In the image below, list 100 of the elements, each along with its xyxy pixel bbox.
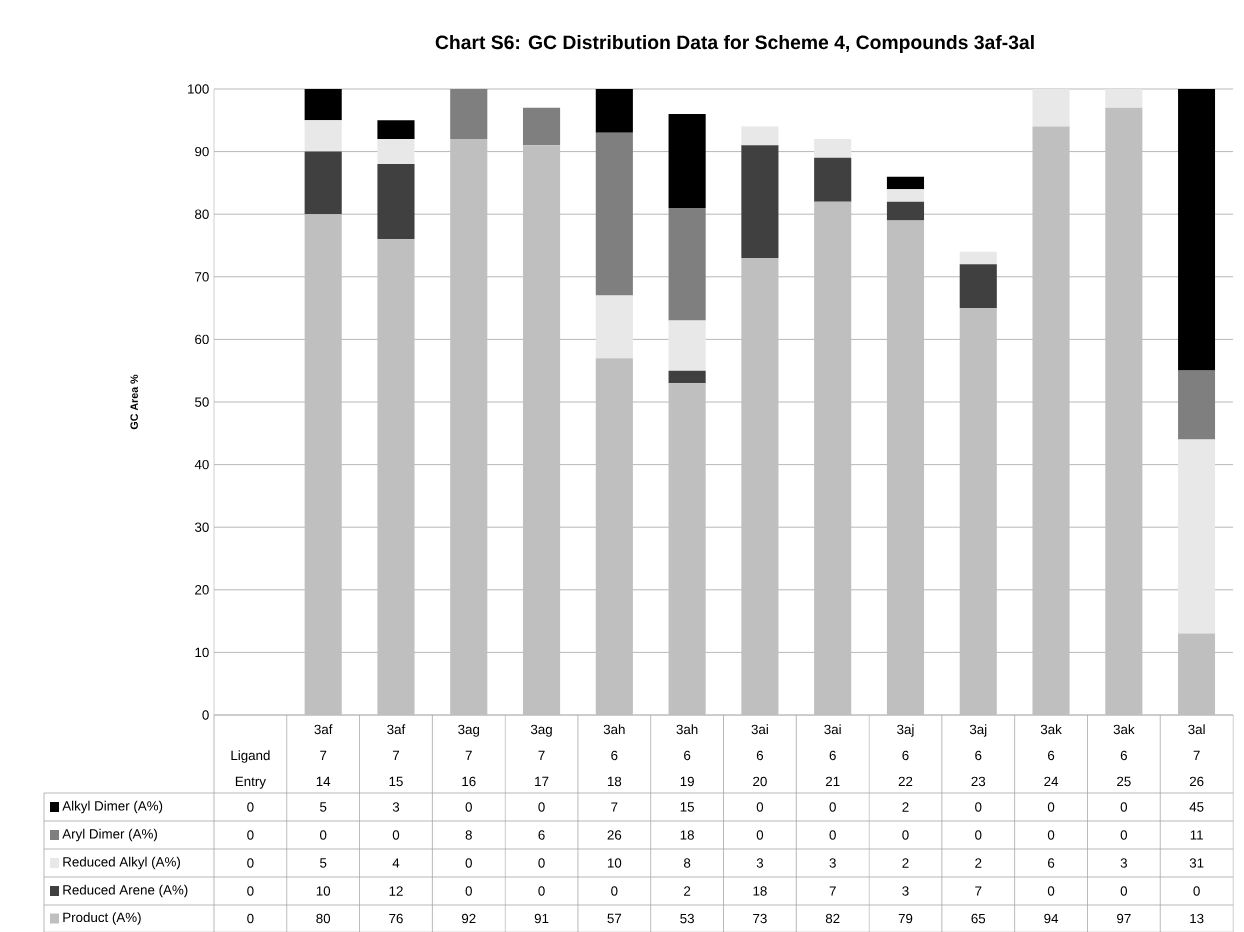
category-label: 3al 7 26 [1188, 724, 1205, 786]
legend-label: Aryl Dimer (A%) [62, 828, 157, 842]
legend-label: Alkyl Dimer (A%) [62, 800, 163, 814]
data-label: 2 [902, 802, 909, 812]
data-label: 0 [829, 802, 836, 812]
data-label: 0 [538, 802, 545, 812]
bar [668, 207, 706, 321]
data-label: 0 [465, 802, 472, 812]
category-label: 3aj 6 23 [969, 724, 987, 786]
data-label: 2 [902, 858, 909, 868]
data-label: 18 [680, 830, 694, 840]
data-label: 12 [389, 886, 403, 896]
bar [595, 295, 633, 358]
bar [304, 88, 342, 121]
bar [377, 239, 415, 715]
data-label: 15 [680, 802, 694, 812]
data-label: 7 [611, 802, 618, 812]
bar [668, 370, 706, 384]
y-tick-label: 80 [195, 209, 209, 219]
bar [1032, 88, 1070, 127]
data-label: 0 [465, 858, 472, 868]
data-label: 2 [975, 858, 982, 868]
legend-label: Product (A%) [63, 912, 141, 925]
data-label: 10 [316, 886, 331, 896]
data-label: 0 [829, 830, 836, 840]
bar [1178, 370, 1216, 440]
bar [959, 251, 997, 265]
data-label: 10 [607, 858, 622, 868]
bar [886, 176, 925, 189]
bar [668, 320, 706, 371]
y-tick-label: 20 [195, 584, 209, 595]
data-label: 0 [611, 886, 618, 896]
data-label: 4 [392, 858, 400, 868]
bar [304, 213, 342, 715]
bar [814, 157, 852, 202]
bar [304, 120, 342, 152]
bar [595, 132, 633, 296]
bar [522, 107, 561, 146]
data-label: 3 [829, 858, 836, 868]
data-label: 3 [392, 802, 400, 812]
bar [814, 138, 852, 158]
data-label: 13 [1190, 913, 1204, 924]
bar [595, 357, 633, 715]
data-label: 0 [1193, 886, 1200, 896]
category-label: 3ai 6 20 [751, 724, 768, 786]
bar [450, 138, 488, 715]
bar [377, 138, 415, 164]
y-tick-label: 0 [202, 710, 209, 720]
data-label: 0 [247, 830, 254, 840]
data-label: 18 [753, 886, 767, 896]
data-label: 3 [756, 858, 764, 868]
bar [1178, 88, 1216, 371]
data-label: 0 [247, 913, 254, 924]
y-axis-title: GC Area % [130, 374, 138, 429]
data-label: 80 [316, 913, 331, 924]
bar [741, 126, 779, 146]
bar [1105, 107, 1143, 715]
data-label: 0 [465, 886, 472, 896]
data-label: 7 [975, 886, 982, 896]
data-label: 76 [389, 913, 403, 924]
bar [377, 120, 415, 139]
data-label: 3 [902, 886, 909, 896]
bar [377, 163, 415, 240]
y-tick-label: 70 [195, 271, 209, 282]
bar [668, 113, 706, 208]
data-label: 0 [1047, 886, 1055, 896]
data-label: 73 [753, 913, 767, 924]
data-label: 94 [1044, 913, 1059, 924]
data-label: 31 [1189, 858, 1204, 868]
bar [741, 257, 779, 715]
bar [595, 88, 633, 133]
category-label: 3af 7 15 [387, 724, 406, 786]
bar [886, 220, 925, 715]
data-label: 5 [320, 858, 327, 868]
bar [959, 307, 997, 715]
bar [1178, 439, 1216, 634]
category-label: 3ak 6 24 [1040, 724, 1062, 786]
data-label: 8 [684, 858, 691, 868]
category-label: 3af 7 14 [314, 724, 333, 786]
data-label: 65 [971, 913, 986, 924]
data-label: 0 [1120, 886, 1128, 896]
data-label: 0 [247, 858, 254, 868]
bar [814, 201, 852, 715]
y-tick-label: 60 [195, 334, 209, 344]
category-label: 3ag 7 17 [530, 724, 552, 786]
data-label: 2 [684, 886, 691, 896]
legend-label: Reduced Alkyl (A%) [63, 856, 180, 870]
text: Ligand [231, 750, 270, 763]
data-label: 0 [756, 802, 764, 812]
data-label: 0 [975, 802, 982, 812]
data-label: 0 [247, 802, 254, 812]
bar [522, 145, 561, 715]
data-label: 0 [902, 830, 909, 840]
data-label: 0 [538, 858, 545, 868]
legend-label: Reduced Arene (A%) [63, 884, 188, 898]
bar [1032, 126, 1070, 715]
data-label: 0 [975, 830, 982, 840]
data-label: 97 [1117, 913, 1131, 924]
data-label: 0 [538, 886, 545, 896]
data-label: 57 [607, 913, 622, 923]
